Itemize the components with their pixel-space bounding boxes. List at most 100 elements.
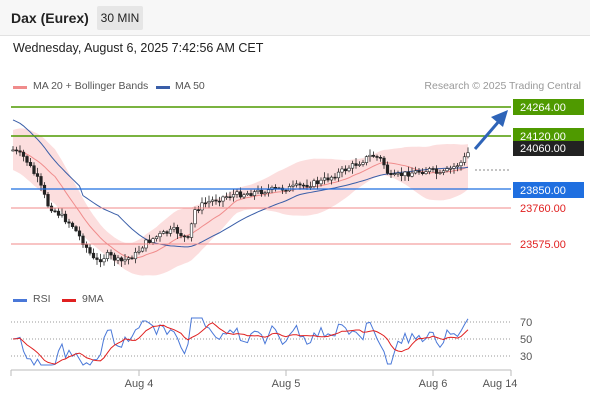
candle-body [11, 149, 15, 152]
candle [84, 241, 89, 253]
candle-body [252, 191, 257, 196]
candle-body [361, 162, 365, 165]
candle-body [207, 201, 211, 204]
candle [235, 188, 239, 198]
candle [186, 235, 190, 240]
candle-body [189, 223, 194, 238]
candle [224, 192, 229, 200]
candle [112, 252, 117, 266]
candle-body [273, 187, 278, 189]
candle-body [67, 221, 71, 224]
chart-datetime: Wednesday, August 6, 2025 7:42:56 AM CET [13, 41, 264, 55]
candle [182, 234, 187, 242]
candle-body [354, 163, 358, 166]
candle-body [431, 168, 435, 170]
candle [368, 149, 372, 162]
candle [256, 185, 260, 195]
candle-body [329, 176, 334, 181]
candle [417, 167, 421, 175]
candle [32, 162, 36, 176]
candle [228, 191, 232, 201]
candle [133, 247, 138, 264]
candle [21, 149, 26, 162]
candle [340, 166, 344, 178]
x-label-aug4: Aug 4 [125, 378, 154, 390]
candle [161, 229, 166, 235]
candle-body [46, 194, 50, 207]
candle-body [462, 156, 467, 163]
candle-body [399, 172, 404, 177]
candle-body [245, 193, 250, 196]
rsi-ma-line [12, 322, 469, 365]
candle [347, 165, 351, 173]
rsi-30-label: 30 [520, 351, 532, 363]
candle-body [364, 156, 369, 163]
candle [312, 178, 316, 189]
candle-body [172, 227, 176, 230]
candle [147, 234, 152, 245]
candle [126, 256, 131, 265]
candle-body [137, 250, 141, 253]
candle-body [102, 258, 106, 263]
candle [263, 190, 267, 197]
candle [399, 167, 404, 182]
candle [326, 173, 330, 183]
candle [252, 189, 257, 200]
candle-body [32, 165, 36, 174]
x-label-aug5: Aug 5 [272, 378, 301, 390]
candle-body [403, 171, 407, 177]
candle-body [427, 168, 432, 172]
candle-body [105, 252, 110, 259]
ma50-legend-label: MA 50 [175, 80, 205, 92]
candle [39, 173, 43, 192]
candle-body [74, 226, 78, 232]
support2-level-label: 23575.00 [520, 239, 566, 251]
forecast-arrow-head [491, 110, 508, 127]
candle [56, 208, 61, 219]
timeframe-tab[interactable]: 30 MIN [97, 6, 143, 30]
candle [459, 160, 463, 171]
candle-body [291, 184, 295, 187]
candle-body [466, 152, 470, 158]
candle [249, 189, 253, 197]
candle [123, 254, 127, 265]
candle [294, 180, 299, 188]
candle [214, 194, 218, 205]
candle-body [42, 184, 47, 195]
candle [53, 208, 57, 213]
candle [452, 162, 456, 174]
candle [18, 145, 22, 157]
candle [336, 168, 341, 182]
candle-body [231, 194, 236, 198]
candle-body [161, 231, 166, 234]
candle-body [312, 180, 316, 187]
candle [364, 155, 369, 166]
candle [301, 182, 306, 190]
candle-body [84, 244, 89, 248]
candle [102, 254, 106, 266]
candle-body [294, 183, 299, 186]
candle-body [340, 168, 344, 173]
candle-body [452, 166, 456, 169]
candle-body [70, 222, 75, 227]
candle-body [385, 164, 390, 174]
candle-body [305, 184, 309, 188]
candle [28, 157, 33, 168]
forecast-arrow-shaft [473, 119, 502, 150]
candle [98, 253, 103, 268]
candle [389, 169, 393, 178]
candle-body [200, 202, 204, 211]
candle-body [77, 230, 82, 237]
candle-body [256, 189, 260, 192]
candle [298, 181, 302, 190]
candle [378, 155, 383, 162]
candle [319, 177, 323, 187]
rsi-lines [12, 317, 469, 366]
candle [140, 246, 145, 253]
candle-body [259, 189, 264, 195]
bollinger-band-fill [13, 128, 468, 276]
candle-body [39, 176, 43, 186]
candle [427, 166, 432, 175]
rsi-50-label: 50 [520, 334, 532, 346]
